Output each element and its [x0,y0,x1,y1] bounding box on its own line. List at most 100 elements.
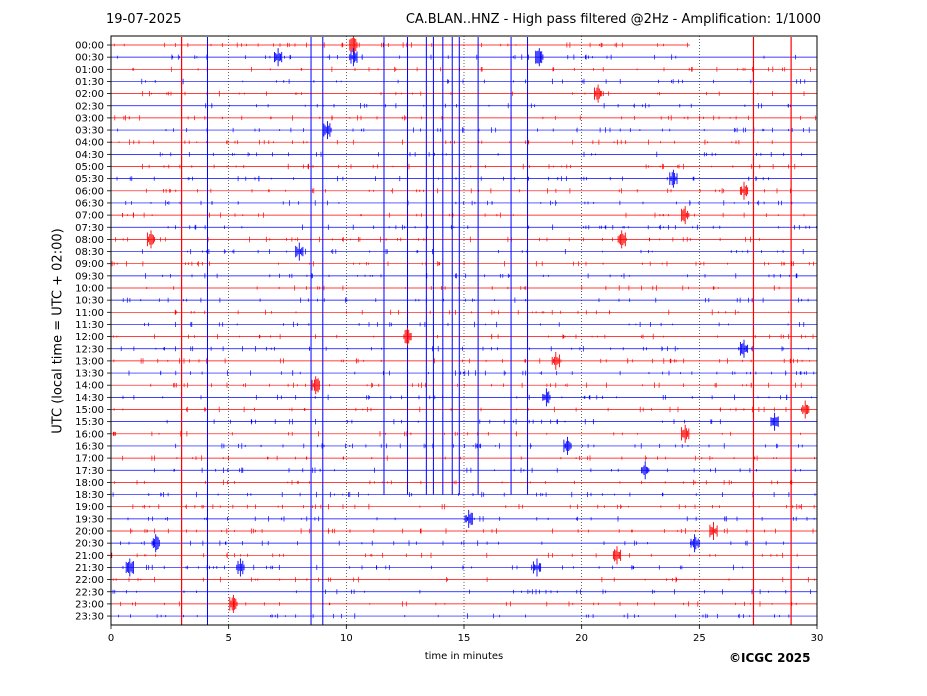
trace-noise-21:30 [122,564,799,571]
y-tick-label: 20:00 [75,527,104,538]
x-tick-label: 5 [225,633,231,644]
trace-noise-21:00 [111,552,798,559]
event-14 [551,351,560,370]
y-tick-label: 04:30 [75,150,104,161]
y-tick-label: 03:30 [75,126,104,137]
y-tick-label: 10:00 [75,284,104,295]
y-tick-label: 06:30 [75,198,104,209]
y-tick-label: 10:30 [75,296,104,307]
trace-noise-23:30 [118,613,790,619]
trace-noise-04:00 [111,139,773,145]
chart-date: 19-07-2025 [106,12,182,27]
event-20 [563,436,572,455]
y-tick-label: 09:00 [75,259,104,270]
trace-noise-08:00 [115,236,760,243]
trace-noise-00:30 [116,54,796,60]
x-tick-label: 15 [458,633,471,644]
y-tick-label: 01:00 [75,65,104,76]
event-8 [681,206,690,225]
event-0 [349,36,358,54]
trace-noise-07:30 [167,224,817,230]
event-16 [542,388,551,407]
y-tick-label: 17:30 [75,466,104,477]
trace-noise-13:00 [113,358,810,364]
trace-noise-09:00 [111,261,814,267]
event-29 [236,558,245,577]
x-tick-label: 10 [340,633,353,644]
x-tick-label: 20 [575,633,588,644]
y-tick-label: 11:00 [75,308,104,319]
y-tick-label: 14:30 [75,393,104,404]
trace-noise-00:00 [113,42,688,48]
trace-noise-11:30 [144,321,805,328]
y-tick-label: 00:30 [75,53,104,64]
trace-noise-10:30 [122,297,809,303]
event-13 [739,339,749,358]
trace-noise-18:00 [114,479,793,486]
trace-noise-13:30 [128,370,815,376]
y-tick-label: 20:30 [75,539,104,550]
trace-noise-08:30 [142,248,804,255]
trace-noise-06:00 [145,188,791,194]
y-tick-label: 17:00 [75,454,104,465]
trace-noise-22:30 [112,589,811,595]
x-axis-label: time in minutes [424,651,504,662]
event-28 [532,558,542,577]
event-11 [295,242,304,261]
y-tick-label: 12:00 [75,332,104,343]
y-tick-label: 22:00 [75,575,104,586]
event-7 [739,181,749,200]
trace-noise-19:30 [127,516,815,522]
event-26 [612,546,622,565]
trace-noise-10:00 [146,285,780,291]
y-tick-label: 08:30 [75,247,104,258]
y-tick-label: 18:30 [75,490,104,501]
y-tick-label: 01:30 [75,77,104,88]
trace-noise-16:30 [175,443,803,449]
event-30 [229,594,238,613]
event-2 [349,48,358,67]
trace-noise-12:00 [112,333,814,340]
trace-noise-11:00 [174,309,789,316]
y-tick-label: 14:00 [75,381,104,392]
event-10 [617,230,626,249]
trace-noise-22:00 [112,576,815,583]
event-18 [770,412,779,431]
event-1 [274,48,283,67]
y-tick-label: 00:00 [75,41,104,52]
event-17 [801,400,810,419]
trace-noise-23:00 [120,601,797,607]
y-tick-label: 21:30 [75,563,104,574]
trace-noise-06:30 [125,200,793,206]
y-tick-label: 13:00 [75,356,104,367]
trace-noise-14:00 [150,382,802,388]
y-tick-label: 04:00 [75,138,104,149]
trace-noise-02:00 [142,90,805,97]
y-tick-label: 09:30 [75,271,104,282]
event-22 [464,509,473,528]
event-9 [146,230,156,249]
y-tick-label: 15:00 [75,405,104,416]
y-tick-label: 03:00 [75,113,104,124]
y-tick-label: 22:30 [75,587,104,598]
event-6 [669,169,678,188]
x-tick-label: 25 [693,633,706,644]
trace-noise-12:30 [120,346,809,352]
y-tick-label: 08:00 [75,235,104,246]
y-tick-label: 19:00 [75,502,104,513]
trace-noise-07:00 [122,212,805,218]
y-tick-label: 02:00 [75,89,104,100]
trace-noise-17:30 [154,467,801,473]
event-19 [681,424,690,443]
y-tick-label: 23:00 [75,599,104,610]
y-tick-label: 18:00 [75,478,104,489]
y-tick-label: 13:30 [75,369,104,380]
event-5 [323,121,332,140]
trace-noise-04:30 [159,151,802,158]
trace-noise-20:30 [120,540,785,546]
trace-noise-02:30 [205,103,792,109]
y-tick-label: 21:00 [75,551,104,562]
y-tick-label: 07:00 [75,211,104,222]
event-27 [125,558,134,577]
trace-noise-14:30 [122,394,813,401]
